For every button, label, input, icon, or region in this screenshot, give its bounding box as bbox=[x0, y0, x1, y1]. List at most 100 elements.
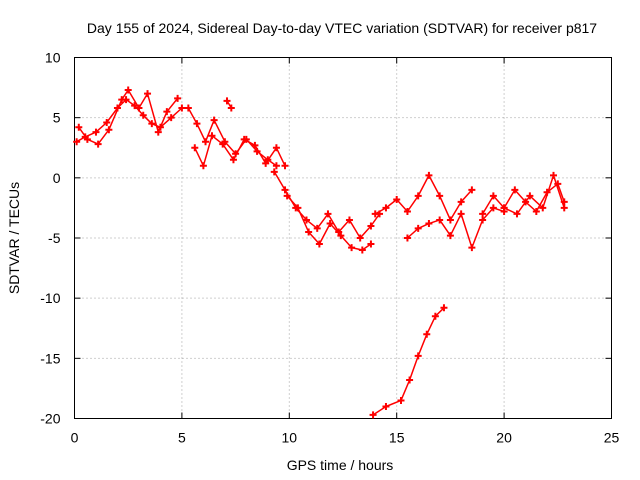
series-line bbox=[78, 89, 179, 145]
data-point bbox=[431, 312, 439, 320]
series-track-g bbox=[283, 192, 375, 254]
data-point bbox=[335, 228, 343, 236]
data-point bbox=[210, 116, 218, 124]
data-point bbox=[414, 352, 422, 360]
data-point bbox=[489, 192, 497, 200]
data-point bbox=[446, 232, 454, 240]
series-track-j bbox=[479, 180, 568, 218]
series-line bbox=[503, 174, 565, 215]
data-point bbox=[167, 114, 175, 122]
tick-layer: 0 5 10 15 20 25 10 5 0 -5 -10 -15 -20 bbox=[40, 50, 619, 446]
data-point bbox=[229, 156, 237, 164]
series-line bbox=[194, 134, 286, 167]
series-layer bbox=[73, 86, 568, 419]
data-point bbox=[324, 210, 332, 218]
series-line bbox=[406, 207, 505, 249]
data-point bbox=[337, 232, 345, 240]
data-point bbox=[397, 396, 405, 404]
data-point bbox=[423, 330, 431, 338]
data-point bbox=[382, 204, 390, 212]
data-point bbox=[414, 224, 422, 232]
series-track-e bbox=[223, 97, 235, 112]
data-point bbox=[468, 186, 476, 194]
x-tick-label: 25 bbox=[604, 430, 620, 446]
data-point bbox=[270, 168, 278, 176]
data-point bbox=[281, 186, 289, 194]
data-point bbox=[457, 210, 465, 218]
data-point bbox=[148, 120, 156, 128]
data-point bbox=[479, 216, 487, 224]
y-tick-label: 0 bbox=[53, 170, 61, 186]
data-point bbox=[73, 138, 81, 146]
data-point bbox=[193, 120, 201, 128]
data-point bbox=[560, 204, 568, 212]
data-point bbox=[219, 140, 227, 148]
data-point bbox=[479, 210, 487, 218]
data-point bbox=[305, 228, 313, 236]
data-point bbox=[178, 104, 186, 112]
series-track-c bbox=[184, 104, 280, 170]
y-tick-label: 10 bbox=[45, 50, 61, 66]
series-line bbox=[481, 183, 565, 215]
series-line bbox=[374, 174, 473, 221]
data-point bbox=[223, 97, 231, 105]
data-point bbox=[251, 141, 259, 149]
data-point bbox=[199, 162, 207, 170]
data-point bbox=[313, 224, 321, 232]
data-point bbox=[124, 86, 132, 94]
x-tick-label: 15 bbox=[389, 430, 405, 446]
y-tick-label: 5 bbox=[53, 110, 61, 126]
x-tick-label: 0 bbox=[71, 430, 79, 446]
data-point bbox=[139, 111, 147, 119]
chart-title: Day 155 of 2024, Sidereal Day-to-day VTE… bbox=[87, 20, 597, 36]
y-tick-label: -15 bbox=[40, 350, 60, 366]
series-track-k bbox=[500, 171, 568, 218]
data-point bbox=[92, 128, 100, 136]
data-point bbox=[83, 135, 91, 143]
data-point bbox=[105, 126, 113, 134]
data-point bbox=[135, 104, 143, 112]
series-track-i bbox=[403, 204, 508, 252]
data-point bbox=[294, 204, 302, 212]
data-point bbox=[191, 144, 199, 152]
x-tick-label: 10 bbox=[282, 430, 298, 446]
data-point bbox=[393, 195, 401, 203]
data-point bbox=[208, 132, 216, 140]
data-point bbox=[513, 210, 521, 218]
data-point bbox=[272, 162, 280, 170]
data-point bbox=[326, 220, 334, 228]
data-point bbox=[457, 198, 465, 206]
data-point bbox=[425, 220, 433, 228]
data-point bbox=[489, 204, 497, 212]
data-point bbox=[184, 104, 192, 112]
data-point bbox=[94, 140, 102, 148]
data-point bbox=[371, 210, 379, 218]
data-point bbox=[283, 192, 291, 200]
data-point bbox=[403, 208, 411, 216]
y-tick-label: -10 bbox=[40, 290, 60, 306]
data-point bbox=[532, 208, 540, 216]
data-point bbox=[345, 216, 353, 224]
data-point bbox=[174, 94, 182, 102]
data-point bbox=[367, 222, 375, 230]
data-point bbox=[302, 216, 310, 224]
data-point bbox=[500, 204, 508, 212]
x-axis-title: GPS time / hours bbox=[287, 457, 394, 473]
y-axis-title: SDTVAR / TECUs bbox=[6, 182, 22, 294]
y-tick-label: -5 bbox=[48, 230, 61, 246]
data-point bbox=[440, 304, 448, 312]
data-point bbox=[406, 376, 414, 384]
data-point bbox=[382, 402, 390, 410]
data-point bbox=[144, 90, 152, 98]
data-point bbox=[414, 192, 422, 200]
x-tick-label: 20 bbox=[496, 430, 512, 446]
data-point bbox=[118, 96, 126, 104]
series-line bbox=[372, 307, 445, 416]
series-track-b bbox=[75, 86, 182, 148]
data-point bbox=[358, 246, 366, 254]
data-point bbox=[526, 192, 534, 200]
data-point bbox=[468, 244, 476, 252]
data-point bbox=[315, 240, 323, 248]
series-track-l bbox=[369, 304, 448, 419]
